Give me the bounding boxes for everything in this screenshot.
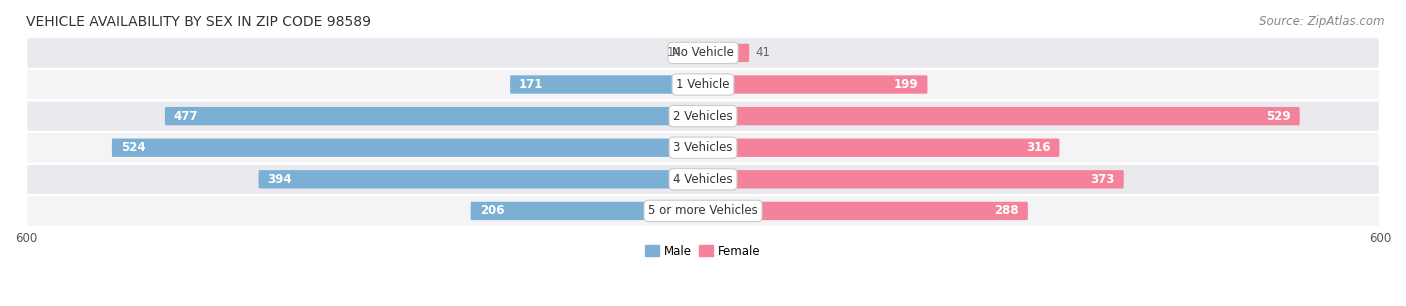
Text: 4 Vehicles: 4 Vehicles — [673, 173, 733, 186]
Text: 394: 394 — [267, 173, 292, 186]
Text: 3 Vehicles: 3 Vehicles — [673, 141, 733, 154]
Text: 477: 477 — [174, 110, 198, 123]
Text: 206: 206 — [479, 204, 505, 217]
FancyBboxPatch shape — [27, 195, 1379, 227]
Text: No Vehicle: No Vehicle — [672, 47, 734, 59]
Text: 199: 199 — [894, 78, 918, 91]
FancyBboxPatch shape — [703, 202, 1028, 220]
Text: 524: 524 — [121, 141, 145, 154]
FancyBboxPatch shape — [703, 139, 1060, 157]
FancyBboxPatch shape — [112, 139, 703, 157]
FancyBboxPatch shape — [688, 44, 703, 62]
FancyBboxPatch shape — [27, 100, 1379, 132]
Text: Source: ZipAtlas.com: Source: ZipAtlas.com — [1260, 15, 1385, 28]
FancyBboxPatch shape — [703, 170, 1123, 188]
Text: 14: 14 — [666, 47, 682, 59]
FancyBboxPatch shape — [259, 170, 703, 188]
Text: 316: 316 — [1026, 141, 1050, 154]
FancyBboxPatch shape — [27, 69, 1379, 100]
Text: VEHICLE AVAILABILITY BY SEX IN ZIP CODE 98589: VEHICLE AVAILABILITY BY SEX IN ZIP CODE … — [27, 15, 371, 29]
Text: 1 Vehicle: 1 Vehicle — [676, 78, 730, 91]
FancyBboxPatch shape — [27, 132, 1379, 163]
FancyBboxPatch shape — [27, 163, 1379, 195]
FancyBboxPatch shape — [471, 202, 703, 220]
FancyBboxPatch shape — [510, 75, 703, 94]
Text: 41: 41 — [755, 47, 770, 59]
Text: 2 Vehicles: 2 Vehicles — [673, 110, 733, 123]
Text: 529: 529 — [1267, 110, 1291, 123]
Text: 171: 171 — [519, 78, 544, 91]
FancyBboxPatch shape — [703, 75, 928, 94]
FancyBboxPatch shape — [165, 107, 703, 125]
Legend: Male, Female: Male, Female — [641, 240, 765, 263]
Text: 288: 288 — [994, 204, 1019, 217]
Text: 373: 373 — [1091, 173, 1115, 186]
FancyBboxPatch shape — [703, 107, 1299, 125]
Text: 5 or more Vehicles: 5 or more Vehicles — [648, 204, 758, 217]
FancyBboxPatch shape — [27, 37, 1379, 69]
FancyBboxPatch shape — [703, 44, 749, 62]
